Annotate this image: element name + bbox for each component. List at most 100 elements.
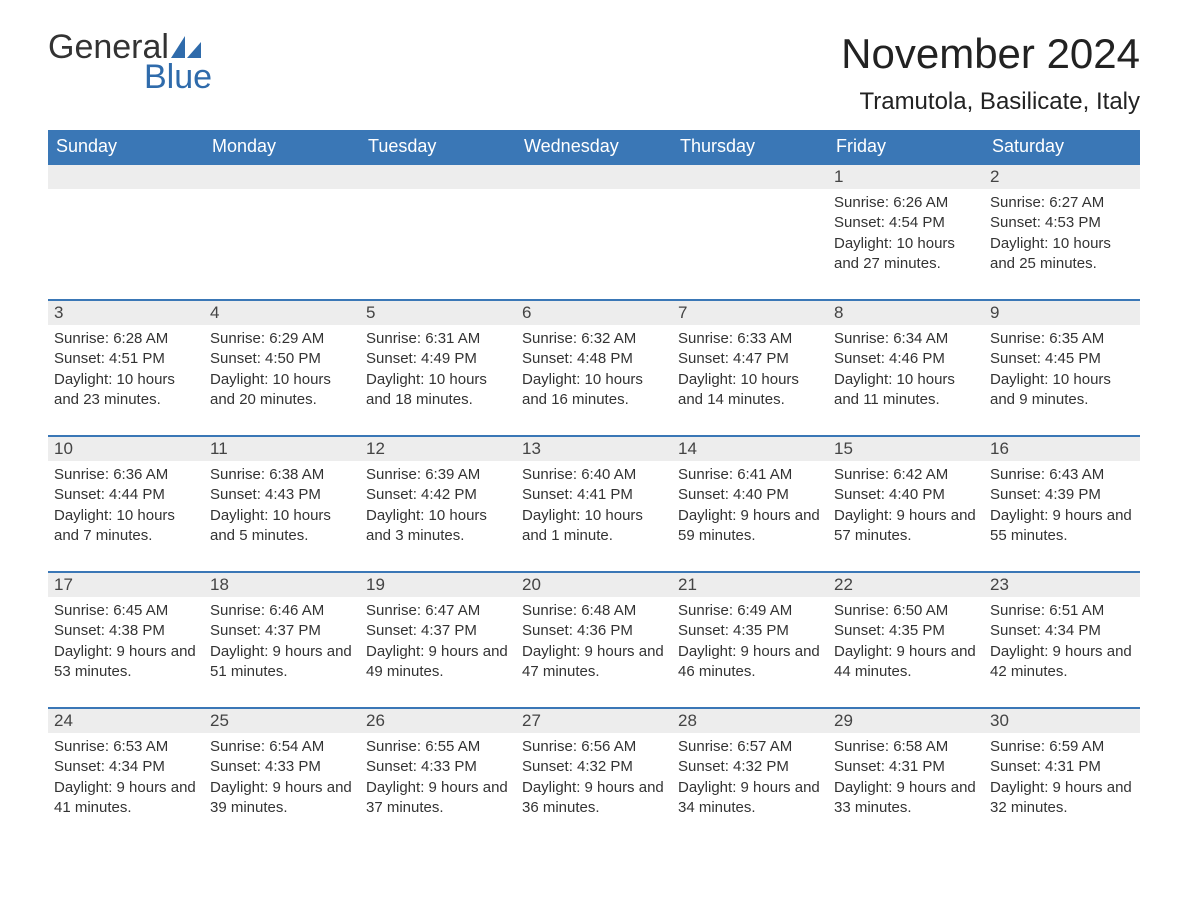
day-cell: 11Sunrise: 6:38 AMSunset: 4:43 PMDayligh…	[204, 437, 360, 571]
sunset-line: Sunset: 4:46 PM	[834, 349, 978, 369]
day-cell: .	[516, 165, 672, 299]
day-number: 2	[984, 165, 1140, 189]
day-cell: 25Sunrise: 6:54 AMSunset: 4:33 PMDayligh…	[204, 709, 360, 843]
sunset-line: Sunset: 4:42 PM	[366, 485, 510, 505]
day-cell: 28Sunrise: 6:57 AMSunset: 4:32 PMDayligh…	[672, 709, 828, 843]
day-number: 21	[672, 573, 828, 597]
day-cell: 21Sunrise: 6:49 AMSunset: 4:35 PMDayligh…	[672, 573, 828, 707]
day-cell: 12 Sunrise: 6:39 AMSunset: 4:42 PMDayligh…	[360, 437, 516, 571]
sunset-line: Sunset: 4:54 PM	[834, 213, 978, 233]
day-number: 30	[984, 709, 1140, 733]
day-cell: 8Sunrise: 6:34 AMSunset: 4:46 PMDaylight…	[828, 301, 984, 435]
day-number: 20	[516, 573, 672, 597]
day-number: .	[672, 165, 828, 189]
sunrise-line: Sunrise: 6:54 AM	[210, 737, 354, 757]
day-cell: 9Sunrise: 6:35 AMSunset: 4:45 PMDaylight…	[984, 301, 1140, 435]
daylight-line: Daylight: 10 hours and 18 minutes.	[366, 370, 510, 411]
day-body: Sunrise: 6:31 AMSunset: 4:49 PMDaylight:…	[360, 325, 516, 424]
day-cell: 6Sunrise: 6:32 AMSunset: 4:48 PMDaylight…	[516, 301, 672, 435]
day-body: Sunrise: 6:50 AMSunset: 4:35 PMDaylight:…	[828, 597, 984, 696]
day-number: .	[48, 165, 204, 189]
day-cell: 13Sunrise: 6:40 AMSunset: 4:41 PMDayligh…	[516, 437, 672, 571]
day-body: Sunrise: 6:38 AMSunset: 4:43 PMDaylight:…	[204, 461, 360, 560]
brand-logo: General Blue	[48, 30, 212, 94]
calendar-grid: SundayMondayTuesdayWednesdayThursdayFrid…	[48, 130, 1140, 843]
daylight-line: Daylight: 9 hours and 59 minutes.	[678, 506, 822, 547]
sunrise-line: Sunrise: 6:47 AM	[366, 601, 510, 621]
sunrise-line: Sunrise: 6:39 AM	[366, 465, 510, 485]
daylight-line: Daylight: 10 hours and 11 minutes.	[834, 370, 978, 411]
title-block: November 2024 Tramutola, Basilicate, Ita…	[841, 30, 1140, 126]
sunset-line: Sunset: 4:40 PM	[834, 485, 978, 505]
sunset-line: Sunset: 4:34 PM	[990, 621, 1134, 641]
day-number: 11	[204, 437, 360, 461]
sunrise-line: Sunrise: 6:28 AM	[54, 329, 198, 349]
weekday-header: Wednesday	[516, 130, 672, 163]
day-body: Sunrise: 6:46 AMSunset: 4:37 PMDaylight:…	[204, 597, 360, 696]
day-body: Sunrise: 6:32 AMSunset: 4:48 PMDaylight:…	[516, 325, 672, 424]
weekday-header: Saturday	[984, 130, 1140, 163]
day-number: 19	[360, 573, 516, 597]
day-cell: 2Sunrise: 6:27 AMSunset: 4:53 PMDaylight…	[984, 165, 1140, 299]
day-number: 22	[828, 573, 984, 597]
day-body: Sunrise: 6:53 AMSunset: 4:34 PMDaylight:…	[48, 733, 204, 832]
weekday-header: Thursday	[672, 130, 828, 163]
sunrise-line: Sunrise: 6:43 AM	[990, 465, 1134, 485]
daylight-line: Daylight: 10 hours and 7 minutes.	[54, 506, 198, 547]
day-body: Sunrise: 6:35 AMSunset: 4:45 PMDaylight:…	[984, 325, 1140, 424]
sunrise-line: Sunrise: 6:57 AM	[678, 737, 822, 757]
sunrise-line: Sunrise: 6:56 AM	[522, 737, 666, 757]
day-cell: 5Sunrise: 6:31 AMSunset: 4:49 PMDaylight…	[360, 301, 516, 435]
sunset-line: Sunset: 4:33 PM	[366, 757, 510, 777]
day-body: Sunrise: 6:57 AMSunset: 4:32 PMDaylight:…	[672, 733, 828, 832]
sunrise-line: Sunrise: 6:33 AM	[678, 329, 822, 349]
week-row: 24Sunrise: 6:53 AMSunset: 4:34 PMDayligh…	[48, 707, 1140, 843]
sunset-line: Sunset: 4:41 PM	[522, 485, 666, 505]
day-number: 3	[48, 301, 204, 325]
day-body: Sunrise: 6:41 AMSunset: 4:40 PMDaylight:…	[672, 461, 828, 560]
day-number: 12	[360, 437, 516, 461]
daylight-line: Daylight: 9 hours and 37 minutes.	[366, 778, 510, 819]
sunset-line: Sunset: 4:38 PM	[54, 621, 198, 641]
weekday-header: Tuesday	[360, 130, 516, 163]
day-body: Sunrise: 6:27 AMSunset: 4:53 PMDaylight:…	[984, 189, 1140, 288]
sunrise-line: Sunrise: 6:31 AM	[366, 329, 510, 349]
daylight-line: Daylight: 10 hours and 23 minutes.	[54, 370, 198, 411]
sunset-line: Sunset: 4:44 PM	[54, 485, 198, 505]
daylight-line: Daylight: 10 hours and 1 minute.	[522, 506, 666, 547]
day-body: Sunrise: 6:54 AMSunset: 4:33 PMDaylight:…	[204, 733, 360, 832]
day-body: Sunrise: 6:43 AMSunset: 4:39 PMDaylight:…	[984, 461, 1140, 560]
day-body: Sunrise: 6:58 AMSunset: 4:31 PMDaylight:…	[828, 733, 984, 832]
week-row: 10Sunrise: 6:36 AMSunset: 4:44 PMDayligh…	[48, 435, 1140, 571]
day-body	[204, 189, 360, 207]
sunrise-line: Sunrise: 6:48 AM	[522, 601, 666, 621]
day-number: 8	[828, 301, 984, 325]
sunrise-line: Sunrise: 6:55 AM	[366, 737, 510, 757]
day-cell: 26Sunrise: 6:55 AMSunset: 4:33 PMDayligh…	[360, 709, 516, 843]
sunset-line: Sunset: 4:53 PM	[990, 213, 1134, 233]
header-row: General Blue November 2024 Tramutola, Ba…	[48, 30, 1140, 126]
weekday-header: Monday	[204, 130, 360, 163]
daylight-line: Daylight: 9 hours and 55 minutes.	[990, 506, 1134, 547]
day-cell: .	[672, 165, 828, 299]
sunrise-line: Sunrise: 6:35 AM	[990, 329, 1134, 349]
daylight-line: Daylight: 9 hours and 46 minutes.	[678, 642, 822, 683]
day-cell: 10Sunrise: 6:36 AMSunset: 4:44 PMDayligh…	[48, 437, 204, 571]
day-body: Sunrise: 6:45 AMSunset: 4:38 PMDaylight:…	[48, 597, 204, 696]
weekday-header: Sunday	[48, 130, 204, 163]
sunset-line: Sunset: 4:45 PM	[990, 349, 1134, 369]
daylight-line: Daylight: 9 hours and 34 minutes.	[678, 778, 822, 819]
sunset-line: Sunset: 4:35 PM	[834, 621, 978, 641]
day-body: Sunrise: 6:40 AMSunset: 4:41 PMDaylight:…	[516, 461, 672, 560]
day-number: 13	[516, 437, 672, 461]
day-number: .	[204, 165, 360, 189]
sunrise-line: Sunrise: 6:50 AM	[834, 601, 978, 621]
day-number: 23	[984, 573, 1140, 597]
daylight-line: Daylight: 10 hours and 3 minutes.	[366, 506, 510, 547]
day-body: Sunrise: 6:29 AMSunset: 4:50 PMDaylight:…	[204, 325, 360, 424]
sunrise-line: Sunrise: 6:46 AM	[210, 601, 354, 621]
day-body: Sunrise: 6:33 AMSunset: 4:47 PMDaylight:…	[672, 325, 828, 424]
day-cell: 20Sunrise: 6:48 AMSunset: 4:36 PMDayligh…	[516, 573, 672, 707]
daylight-line: Daylight: 9 hours and 53 minutes.	[54, 642, 198, 683]
sunset-line: Sunset: 4:47 PM	[678, 349, 822, 369]
